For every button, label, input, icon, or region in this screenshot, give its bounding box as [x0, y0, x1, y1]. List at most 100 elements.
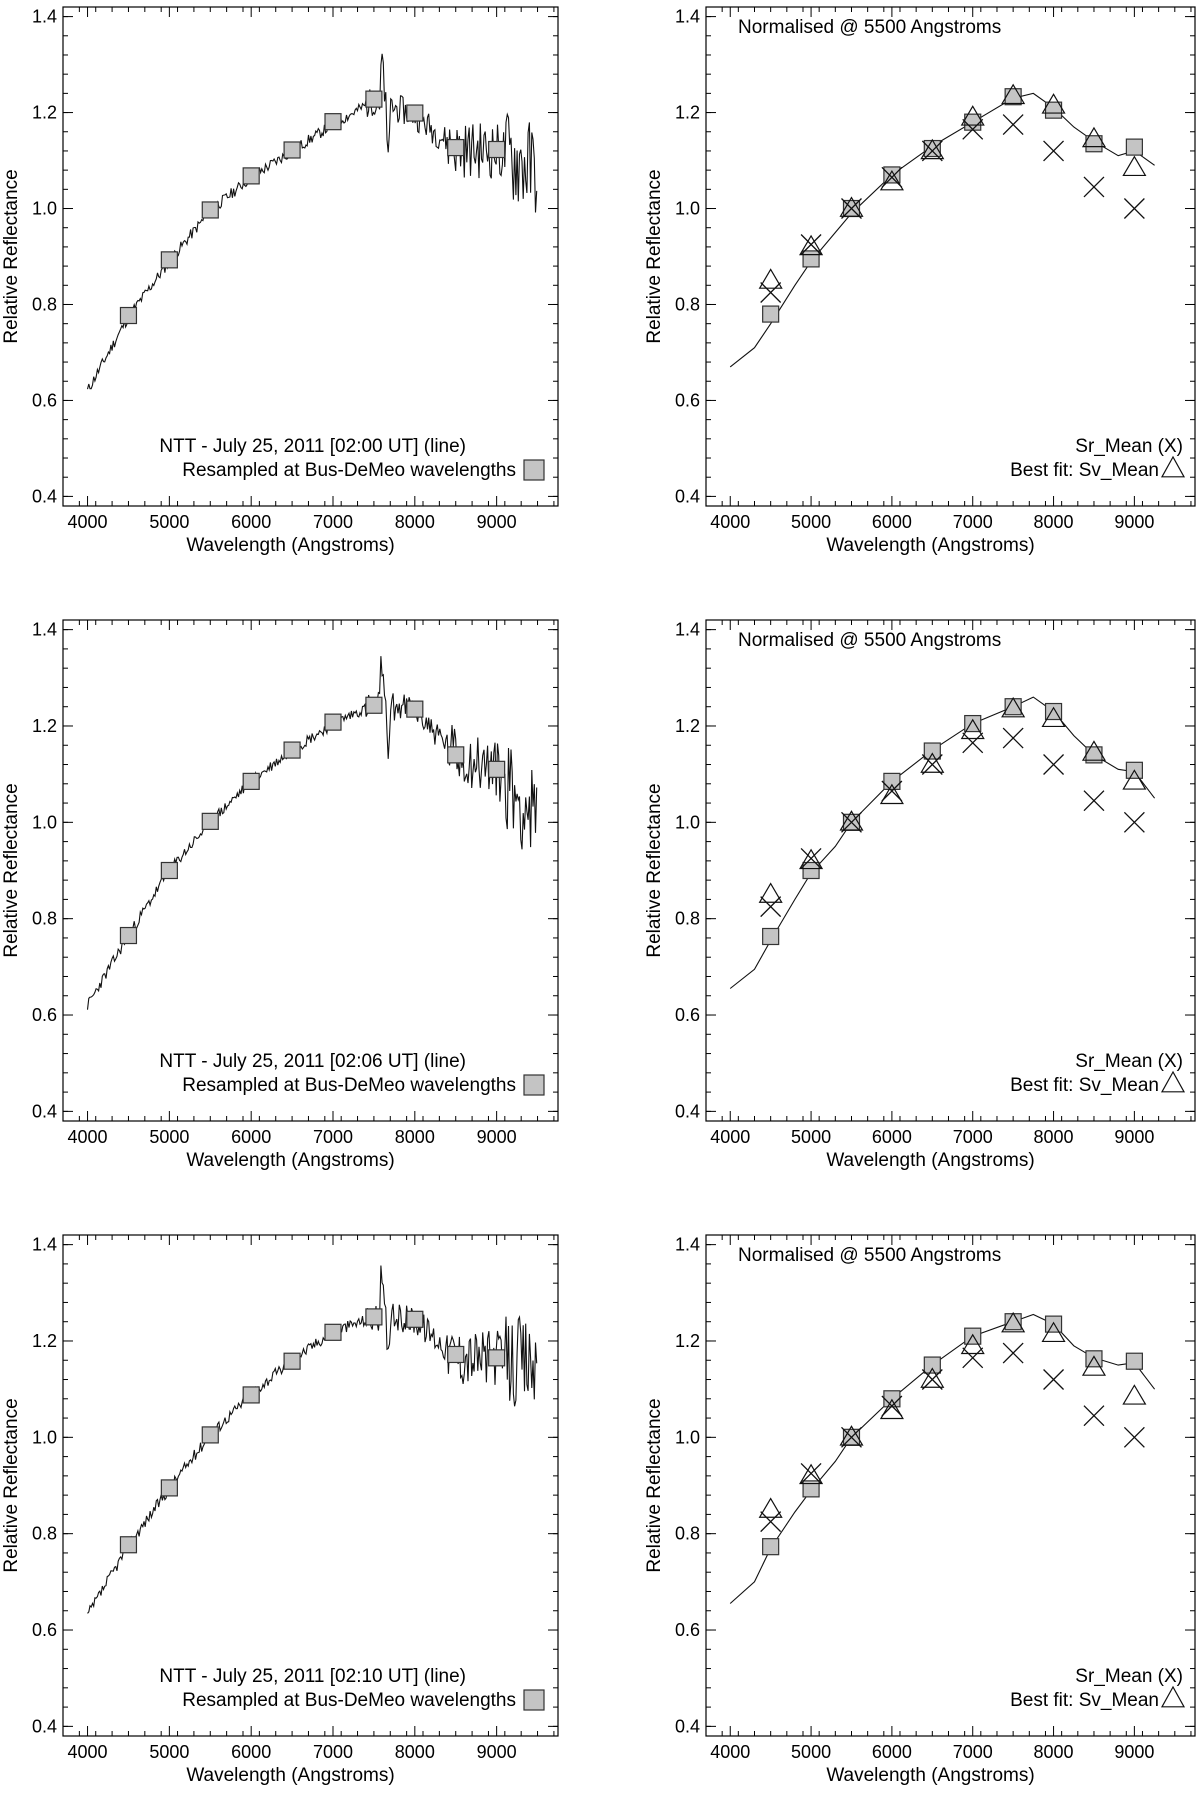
x-tick-label: 7000	[313, 512, 353, 532]
legend-square-label: Resampled at Bus-DeMeo wavelengths	[182, 1690, 516, 1711]
sr-mean-point	[881, 166, 903, 188]
sr-mean-point	[760, 896, 782, 918]
sr-mean-point	[1002, 1342, 1024, 1364]
sv-mean-point	[879, 783, 904, 805]
y-tick-label: 1.0	[675, 199, 700, 219]
x-tick-label: 4000	[710, 512, 750, 532]
sv-mean-point	[920, 138, 945, 160]
y-axis-label: Relative Reflectance	[644, 1398, 665, 1572]
x-tick-label: 8000	[395, 1127, 435, 1147]
y-tick-label: 0.4	[675, 1716, 700, 1736]
y-tick-label: 0.8	[32, 294, 57, 314]
sr-mean-point	[921, 1369, 943, 1390]
x-tick-label: 6000	[872, 1127, 912, 1147]
panel-r3_right: 4000 5000 6000 7000 8000 9000 0.4 0.6 0.8 1.0 1.2 1…	[644, 1234, 1196, 1786]
y-tick-label: 1.2	[32, 716, 57, 736]
sv-mean-point	[839, 810, 864, 831]
resampled-point	[883, 772, 901, 790]
resampled-point	[119, 926, 138, 945]
x-tick-label: 9000	[1114, 1127, 1154, 1147]
panel-r2_right: 4000 5000 6000 7000 8000 9000 0.4 0.6 0.8 1.0 1.2 1…	[644, 619, 1196, 1171]
plot-frame	[62, 619, 559, 1122]
sv-mean-point	[1041, 706, 1066, 728]
y-axis-label: Relative Reflectance	[644, 169, 665, 343]
sr-mean-point	[1123, 811, 1145, 833]
resampled-point	[802, 861, 820, 880]
spectrum-line	[87, 1265, 538, 1614]
resampled-point	[201, 812, 219, 830]
resampled-point	[447, 138, 465, 157]
x-tick-label: 5000	[149, 512, 189, 532]
panel-r2_left: 4000 5000 6000 7000 8000 9000 0.4 0.6 0.8 1.0 1.2 1…	[1, 619, 559, 1171]
x-tick-label: 4000	[710, 1127, 750, 1147]
x-tick-label: 4000	[68, 1127, 108, 1147]
resampled-point	[283, 141, 301, 159]
y-tick-label: 0.8	[32, 1524, 57, 1544]
resampled-point	[160, 251, 178, 269]
y-tick-label: 1.4	[32, 620, 57, 640]
sr-mean-point	[1083, 1405, 1105, 1427]
x-tick-label: 8000	[395, 1742, 435, 1762]
sr-mean-point	[1043, 754, 1065, 775]
legend-sv-mean-label: Best fit: Sv_Mean	[1010, 1690, 1159, 1711]
x-tick-label: 9000	[1114, 512, 1154, 532]
x-tick-label: 8000	[1034, 1742, 1074, 1762]
x-axis-label: Wavelength (Angstroms)	[186, 1150, 394, 1171]
resampled-point	[160, 1479, 178, 1497]
sv-mean-point	[879, 1398, 904, 1420]
y-tick-label: 0.6	[675, 390, 700, 410]
y-tick-label: 0.8	[675, 294, 700, 314]
x-tick-label: 5000	[791, 512, 831, 532]
plot-frame	[705, 6, 1196, 507]
panel-r1_right: 4000 5000 6000 7000 8000 9000 0.4 0.6 0.8 1.0 1.2 1…	[644, 6, 1196, 556]
resampled-point	[964, 1327, 982, 1345]
resampled-point	[365, 696, 383, 714]
resampled-point	[324, 1323, 342, 1341]
sr-mean-point	[1123, 1426, 1145, 1448]
sv-mean-point	[758, 882, 783, 903]
resampled-point	[119, 306, 138, 325]
y-tick-label: 1.0	[675, 1427, 700, 1447]
x-axis-label: Wavelength (Angstroms)	[826, 1765, 1034, 1786]
y-tick-label: 1.0	[675, 812, 700, 832]
best-fit-curve	[729, 696, 1156, 989]
x-tick-label: 4000	[68, 1742, 108, 1762]
x-tick-label: 7000	[953, 512, 993, 532]
x-tick-label: 8000	[395, 512, 435, 532]
legend-sr-mean-label: Sr_Mean (X)	[1075, 436, 1183, 457]
normalisation-title: Normalised @ 5500 Angstroms	[738, 630, 1001, 651]
x-tick-label: 7000	[953, 1742, 993, 1762]
y-tick-label: 0.8	[675, 1524, 700, 1544]
y-tick-label: 1.4	[675, 1235, 700, 1255]
resampled-point	[1044, 101, 1063, 119]
sv-mean-point	[1001, 696, 1026, 718]
resampled-point	[762, 305, 780, 323]
x-axis-label: Wavelength (Angstroms)	[186, 535, 394, 556]
resampled-point	[324, 713, 342, 731]
sr-mean-point	[1002, 114, 1024, 136]
x-tick-label: 6000	[872, 1742, 912, 1762]
sv-mean-point	[758, 1497, 783, 1518]
resampled-point	[406, 700, 424, 718]
legend-triangle-marker	[1160, 455, 1186, 478]
x-tick-label: 6000	[231, 1127, 271, 1147]
legend-square-marker	[523, 1074, 545, 1096]
sr-mean-point	[962, 732, 984, 754]
resampled-point	[1085, 1350, 1103, 1368]
spectrum-line	[86, 53, 538, 390]
sv-mean-point	[1122, 1384, 1147, 1405]
resampled-point	[324, 113, 342, 131]
y-tick-label: 0.6	[675, 1005, 700, 1025]
x-tick-label: 5000	[149, 1127, 189, 1147]
y-axis-label: Relative Reflectance	[1, 169, 22, 343]
y-tick-label: 0.6	[675, 1620, 700, 1640]
x-tick-label: 9000	[477, 1127, 517, 1147]
resampled-point	[1044, 1315, 1063, 1333]
resampled-point	[1004, 88, 1022, 106]
normalisation-title: Normalised @ 5500 Angstroms	[738, 1245, 1001, 1266]
sv-mean-point	[1081, 126, 1107, 148]
y-tick-label: 1.0	[32, 199, 57, 219]
sv-mean-point	[879, 169, 904, 191]
sr-mean-point	[1002, 727, 1024, 749]
sr-mean-point	[921, 754, 943, 775]
